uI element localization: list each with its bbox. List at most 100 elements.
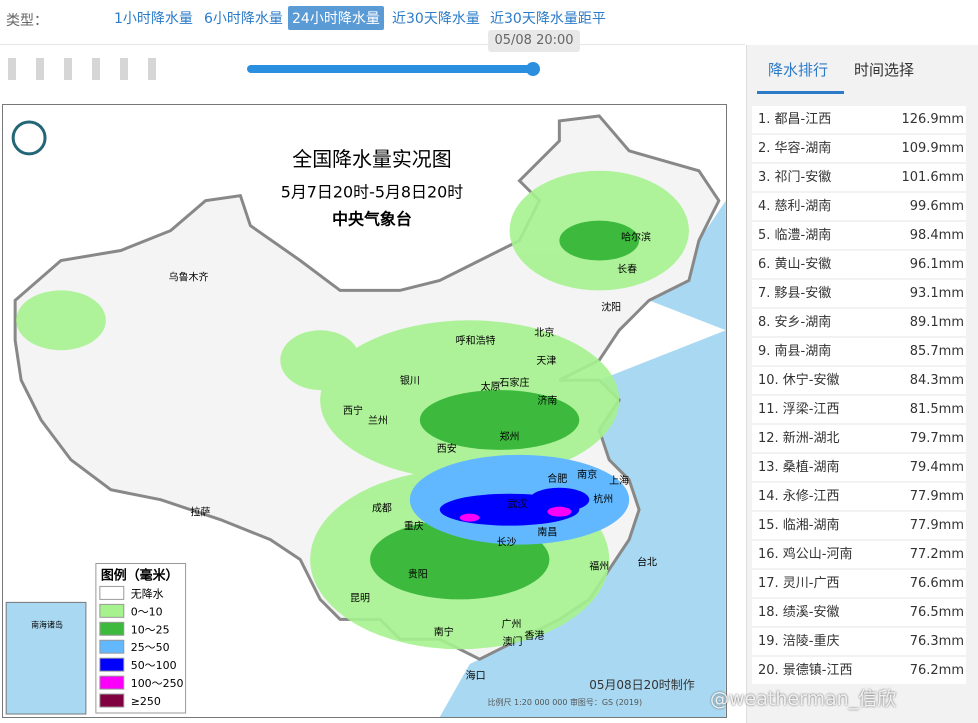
legend-swatch (99, 675, 125, 690)
row-name: 6. 黄山-安徽 (758, 257, 832, 272)
ranking-row: 8. 安乡-湖南 89.1mm (752, 309, 966, 336)
row-value: 101.6mm (901, 170, 964, 185)
ranking-row: 11. 浮梁-江西 81.5mm (752, 396, 966, 423)
ranking-row: 18. 绩溪-安徽 76.5mm (752, 599, 966, 626)
city-label: 长春 (617, 263, 637, 275)
row-name: 3. 祁门-安徽 (758, 170, 832, 185)
type-label: 类型： (6, 13, 48, 29)
ranking-row: 5. 临澧-湖南 98.4mm (752, 222, 966, 249)
city-label: 沈阳 (601, 300, 621, 313)
legend-swatch (99, 585, 125, 600)
type-tab[interactable]: 1小时降水量 (114, 11, 193, 27)
row-name: 16. 鸡公山-河南 (758, 547, 853, 562)
ranking-row: 7. 黟县-安徽 93.1mm (752, 280, 966, 307)
slider-handle[interactable] (526, 62, 540, 76)
row-value: 85.7mm (909, 344, 964, 359)
ranking-row: 17. 灵川-广西 76.6mm (752, 570, 966, 597)
inset-label: 南海诸岛 (31, 619, 63, 629)
ranking-row: 2. 华容-湖南 109.9mm (752, 135, 966, 162)
city-label: 福州 (589, 559, 609, 572)
row-value: 89.1mm (909, 315, 964, 330)
row-value: 77.2mm (909, 547, 964, 562)
legend-label: 10～25 (131, 623, 170, 636)
row-value: 99.6mm (909, 199, 964, 214)
ranking-row: 4. 慈利-湖南 99.6mm (752, 193, 966, 220)
row-name: 20. 景德镇-江西 (758, 663, 853, 678)
city-label: 南昌 (537, 526, 557, 539)
play-controls[interactable] (8, 58, 168, 80)
tab-time[interactable]: 时间选择 (854, 61, 915, 79)
city-label: 合肥 (547, 472, 567, 485)
legend-swatch (99, 603, 125, 618)
watermark: @weatherman_信欣 (710, 688, 897, 710)
ranking-row: 15. 临湘-湖南 77.9mm (752, 512, 966, 539)
city-label: 长沙 (497, 537, 517, 549)
tab-underline (757, 91, 844, 94)
city-label: 兰州 (368, 414, 388, 427)
map-agency: 中央气象台 (332, 210, 412, 229)
row-name: 10. 休宁-安徽 (758, 373, 840, 388)
row-value: 77.9mm (909, 489, 964, 504)
type-tab[interactable]: 24小时降水量 (288, 6, 384, 30)
row-name: 7. 黟县-安徽 (758, 286, 832, 301)
city-label: 贵阳 (408, 567, 428, 580)
legend-label: 50～100 (131, 659, 177, 672)
slider-track[interactable] (247, 65, 533, 73)
city-label: 上海 (609, 474, 629, 487)
map: 全国降水量实况图 5月7日20时-5月8日20时 中央气象台 乌鲁木齐 哈尔滨长春… (2, 104, 727, 718)
legend-swatch (99, 657, 125, 672)
city-label: 呼和浩特 (456, 335, 496, 347)
map-period: 5月7日20时-5月8日20时 (281, 183, 464, 202)
row-value: 79.7mm (909, 431, 964, 446)
map-title: 全国降水量实况图 (292, 148, 451, 171)
row-value: 126.9mm (901, 112, 964, 127)
divider (0, 44, 745, 45)
row-value: 81.5mm (909, 402, 964, 417)
legend-title: 图例（毫米） (101, 567, 179, 583)
city-label: 南宁 (434, 625, 454, 638)
row-value: 96.1mm (909, 257, 964, 272)
row-value: 77.9mm (909, 518, 964, 533)
scale-note: 比例尺 1:20 000 000 审图号：GS (2019) (488, 697, 642, 707)
city-label: 拉萨 (191, 506, 211, 519)
row-value: 76.6mm (909, 576, 964, 591)
row-value: 84.3mm (909, 373, 964, 388)
city-label: 重庆 (404, 520, 424, 533)
city-label: 西宁 (343, 404, 363, 417)
city-label: 香港 (524, 630, 544, 642)
row-name: 1. 都昌-江西 (758, 112, 832, 127)
tab-rank[interactable]: 降水排行 (768, 61, 829, 79)
city-label: 太原 (481, 380, 501, 393)
row-value: 93.1mm (909, 286, 964, 301)
city-label: 杭州 (593, 493, 613, 506)
ranking-row: 20. 景德镇-江西 76.2mm (752, 657, 966, 684)
legend-swatch (99, 693, 125, 708)
city-label: 昆明 (350, 592, 370, 604)
type-tab[interactable]: 近30天降水量距平 (490, 11, 606, 27)
row-value: 76.3mm (909, 634, 964, 649)
city-label: 郑州 (500, 430, 520, 443)
row-value: 79.4mm (909, 460, 964, 475)
row-name: 8. 安乡-湖南 (758, 315, 832, 330)
city-label: 乌鲁木齐 (169, 270, 209, 283)
city-label: 济南 (537, 394, 557, 407)
legend-label: 100～250 (131, 677, 184, 690)
row-name: 18. 绩溪-安徽 (758, 605, 840, 620)
type-tab[interactable]: 近30天降水量 (392, 11, 480, 27)
legend-label: 25～50 (131, 641, 170, 654)
row-name: 4. 慈利-湖南 (758, 199, 832, 214)
row-name: 19. 涪陵-重庆 (758, 634, 840, 649)
row-name: 5. 临澧-湖南 (758, 228, 832, 243)
city-label: 银川 (400, 374, 420, 387)
time-tip: 05/08 20:00 (488, 30, 580, 52)
type-tab[interactable]: 6小时降水量 (204, 11, 283, 27)
row-name: 2. 华容-湖南 (758, 141, 832, 156)
row-value: 98.4mm (909, 228, 964, 243)
legend-label: ≥250 (131, 695, 161, 708)
ranking-row: 19. 涪陵-重庆 76.3mm (752, 628, 966, 655)
ranking-row: 16. 鸡公山-河南 77.2mm (752, 541, 966, 568)
legend-swatch (99, 639, 125, 654)
city-label: 天津 (536, 355, 556, 367)
ranking-row: 6. 黄山-安徽 96.1mm (752, 251, 966, 278)
